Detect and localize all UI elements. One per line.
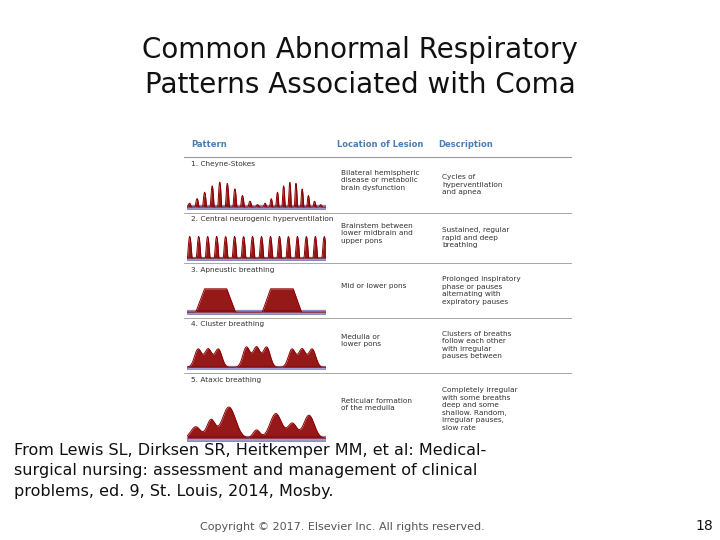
Text: Bilateral hemispheric
disease or metabolic
brain dysfunction: Bilateral hemispheric disease or metabol… — [341, 170, 420, 191]
Text: Sustained, regular
rapid and deep
breathing: Sustained, regular rapid and deep breath… — [442, 227, 510, 248]
Text: Brainstem between
lower midbrain and
upper pons: Brainstem between lower midbrain and upp… — [341, 223, 413, 244]
Text: Location of Lesion: Location of Lesion — [337, 140, 423, 149]
Text: Clusters of breaths
follow each other
with irregular
pauses between: Clusters of breaths follow each other wi… — [442, 331, 511, 360]
Text: Medulla or
lower pons: Medulla or lower pons — [341, 334, 381, 347]
Text: From Lewis SL, Dirksen SR, Heitkemper MM, et al: Medical-
surgical nursing: asse: From Lewis SL, Dirksen SR, Heitkemper MM… — [14, 443, 487, 498]
Text: 4. Cluster breathing: 4. Cluster breathing — [192, 321, 264, 327]
Text: Common Abnormal Respiratory
Patterns Associated with Coma: Common Abnormal Respiratory Patterns Ass… — [142, 36, 578, 99]
Text: Description: Description — [438, 140, 493, 149]
Text: Completely irregular
with some breaths
deep and some
shallow. Random,
irregular : Completely irregular with some breaths d… — [442, 387, 518, 431]
Text: Copyright © 2017. Elsevier Inc. All rights reserved.: Copyright © 2017. Elsevier Inc. All righ… — [199, 522, 485, 531]
Text: Pattern: Pattern — [192, 140, 227, 149]
Text: Cycles of
hyperventilation
and apnea: Cycles of hyperventilation and apnea — [442, 174, 503, 195]
Text: 1. Cheyne-Stokes: 1. Cheyne-Stokes — [192, 161, 256, 167]
Text: Prolonged inspiratory
phase or pauses
alternating with
expiratory pauses: Prolonged inspiratory phase or pauses al… — [442, 276, 521, 305]
Text: 5. Ataxic breathing: 5. Ataxic breathing — [192, 376, 261, 382]
Bar — [187, 256, 325, 260]
Text: 3. Apneustic breathing: 3. Apneustic breathing — [192, 267, 275, 273]
Bar — [187, 366, 325, 369]
Bar — [187, 205, 325, 210]
Bar — [187, 310, 325, 314]
Text: Reticular formation
of the medulla: Reticular formation of the medulla — [341, 398, 412, 411]
Text: 2. Central neurogenic hyperventilation: 2. Central neurogenic hyperventilation — [192, 217, 334, 222]
Bar — [187, 436, 325, 441]
Text: Mid or lower pons: Mid or lower pons — [341, 283, 406, 289]
Text: 18: 18 — [695, 519, 713, 534]
